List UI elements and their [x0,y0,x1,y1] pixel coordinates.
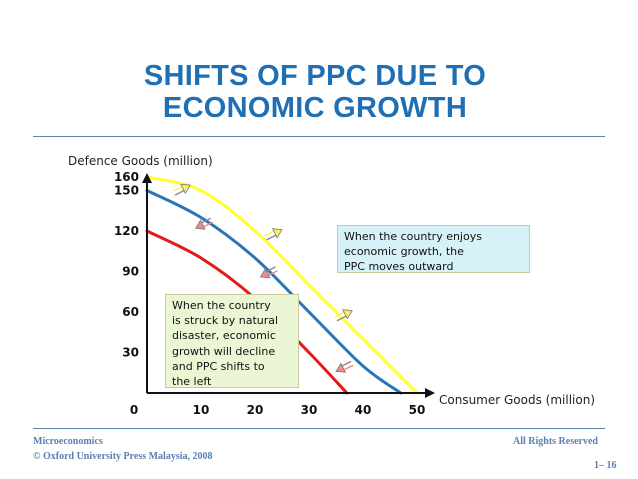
y-tick-label: 30 [122,346,139,360]
x-tick-label: 50 [409,403,426,417]
arrow-head [259,268,271,279]
growth-note-line: PPC moves outward [344,260,454,274]
disaster-note-line: disaster, economic [172,329,276,343]
arrow-head [342,309,353,320]
growth-note-line: When the country enjoys [344,230,482,243]
arrow-head [335,362,347,373]
title-line-2: ECONOMIC GROWTH [162,92,468,124]
shift-arrow-inward [259,266,278,279]
shift-arrows [172,183,354,373]
growth-note-line: economic growth, the [344,245,464,259]
arrow-head [271,228,283,239]
y-axis-title: Defence Goods (million) [68,154,213,168]
x-tick-label: 40 [355,403,372,417]
shift-arrow-outward [172,183,191,196]
y-tick-label: 60 [122,305,139,319]
arrow-head [194,219,206,230]
y-axis-arrowhead [142,173,152,183]
x-tick-label: 0 [130,403,138,417]
ppc-curve-2 [145,189,403,395]
footer-publisher: © Oxford University Press Malaysia, 2008 [33,451,213,462]
x-tick-label: 10 [193,403,210,417]
x-axis-arrowhead [425,388,435,398]
footer-page-number: 1– 16 [594,460,617,471]
disaster-note-line: and PPC shifts to [172,359,265,373]
disaster-note-line: is struck by natural [172,314,279,328]
x-tick-label: 30 [301,403,318,417]
disaster-note-line: growth will decline [172,344,276,358]
shift-arrow-inward [194,217,214,230]
shift-arrow-outward [334,309,353,322]
growth-note: When the country enjoys economic growth,… [337,225,530,273]
y-tick-label: 120 [114,224,139,238]
footer-course: Microeconomics [33,436,103,447]
slide-title: SHIFTS OF PPC DUE TO ECONOMIC GROWTH [100,60,530,124]
ppc-curve-1 [145,175,419,395]
y-tick-label: 150 [114,184,139,198]
y-tick-label: 90 [122,265,139,279]
axes [142,173,435,398]
disaster-note-line: the left [172,375,212,389]
disaster-note: When the country is struck by natural di… [165,294,299,388]
footer-rights: All Rights Reserved [513,436,598,447]
x-axis-title: Consumer Goods (million) [439,393,595,407]
shift-arrow-inward [335,360,354,373]
title-line-1: SHIFTS OF PPC DUE TO [143,60,487,92]
top-divider [33,136,605,137]
arrow-head [180,183,191,194]
bottom-divider [33,428,605,429]
disaster-note-line: When the country [172,299,271,312]
y-tick-label: 160 [114,170,139,184]
shift-arrow-outward [264,228,283,241]
x-tick-label: 20 [247,403,264,417]
